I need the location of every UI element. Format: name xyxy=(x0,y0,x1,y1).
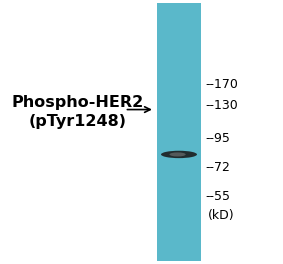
Text: (kD): (kD) xyxy=(208,209,235,222)
Text: (pTyr1248): (pTyr1248) xyxy=(29,114,127,129)
Ellipse shape xyxy=(161,151,197,158)
Bar xyxy=(157,3,201,261)
Text: --72: --72 xyxy=(205,161,230,174)
Text: Phospho-HER2: Phospho-HER2 xyxy=(12,96,144,110)
Text: --55: --55 xyxy=(205,190,230,203)
Text: --130: --130 xyxy=(205,99,238,112)
Text: --170: --170 xyxy=(205,78,238,91)
Ellipse shape xyxy=(170,152,186,157)
Text: --95: --95 xyxy=(205,132,230,145)
